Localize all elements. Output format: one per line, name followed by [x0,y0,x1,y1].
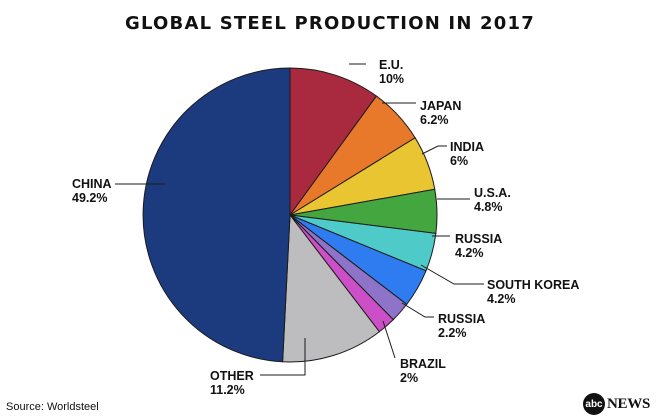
slice-name-5: SOUTH KOREA [487,278,579,292]
leader-line-8 [260,338,306,376]
slice-label-2: INDIA 6% [450,140,484,168]
slice-name-8: OTHER [210,369,254,383]
slice-name-4: RUSSIA [455,232,502,246]
slice-name-6: RUSSIA [438,312,485,326]
slice-value-9: 49.2% [72,191,107,205]
slice-name-1: JAPAN [420,99,461,113]
logo-word: NEWS [607,395,650,412]
slice-name-7: BRAZIL [400,357,446,371]
slice-name-2: INDIA [450,140,484,154]
logo-mark: abc [583,393,606,415]
pie-slice-9 [142,67,291,363]
slice-name-3: U.S.A. [474,186,511,200]
slice-value-1: 6.2% [420,113,449,127]
slice-value-6: 2.2% [438,326,467,340]
slice-value-8: 11.2% [210,383,245,397]
slice-value-0: 10% [379,72,404,86]
slice-label-3: U.S.A. 4.8% [474,186,511,214]
slice-value-5: 4.2% [487,292,516,306]
leader-line-5 [420,264,484,285]
slice-labels: E.U. 10%JAPAN 6.2%INDIA 6%U.S.A. 4.8%RUSSIA 4… [72,58,579,397]
slice-label-4: RUSSIA 4.2% [455,232,502,260]
leader-line-2 [421,145,447,155]
chart-title: GLOBAL STEEL PRODUCTION IN 2017 [125,13,535,34]
slice-value-4: 4.2% [455,246,484,260]
leader-lines [115,63,484,376]
slice-name-9: CHINA [72,177,112,191]
slice-label-1: JAPAN 6.2% [420,99,461,127]
leader-line-7 [382,320,396,359]
abc-news-logo: abc NEWS [583,393,650,415]
slice-value-2: 6% [450,154,468,168]
pie-slice-8 [282,213,381,363]
leader-line-6 [401,302,434,318]
slice-label-8: OTHER 11.2% [210,369,254,397]
slice-label-0: E.U. 10% [379,58,404,86]
slice-label-6: RUSSIA 2.2% [438,312,485,340]
pie-slice-0 [289,67,378,217]
slice-name-0: E.U. [379,58,403,72]
slice-value-7: 2% [400,371,418,385]
pie-slices [142,67,438,363]
source-note: Source: Worldsteel [6,401,99,413]
slice-label-5: SOUTH KOREA 4.2% [487,278,579,306]
slice-label-7: BRAZIL 2% [400,357,446,385]
slice-value-3: 4.8% [474,200,503,214]
slice-label-9: CHINA 49.2% [72,177,112,205]
